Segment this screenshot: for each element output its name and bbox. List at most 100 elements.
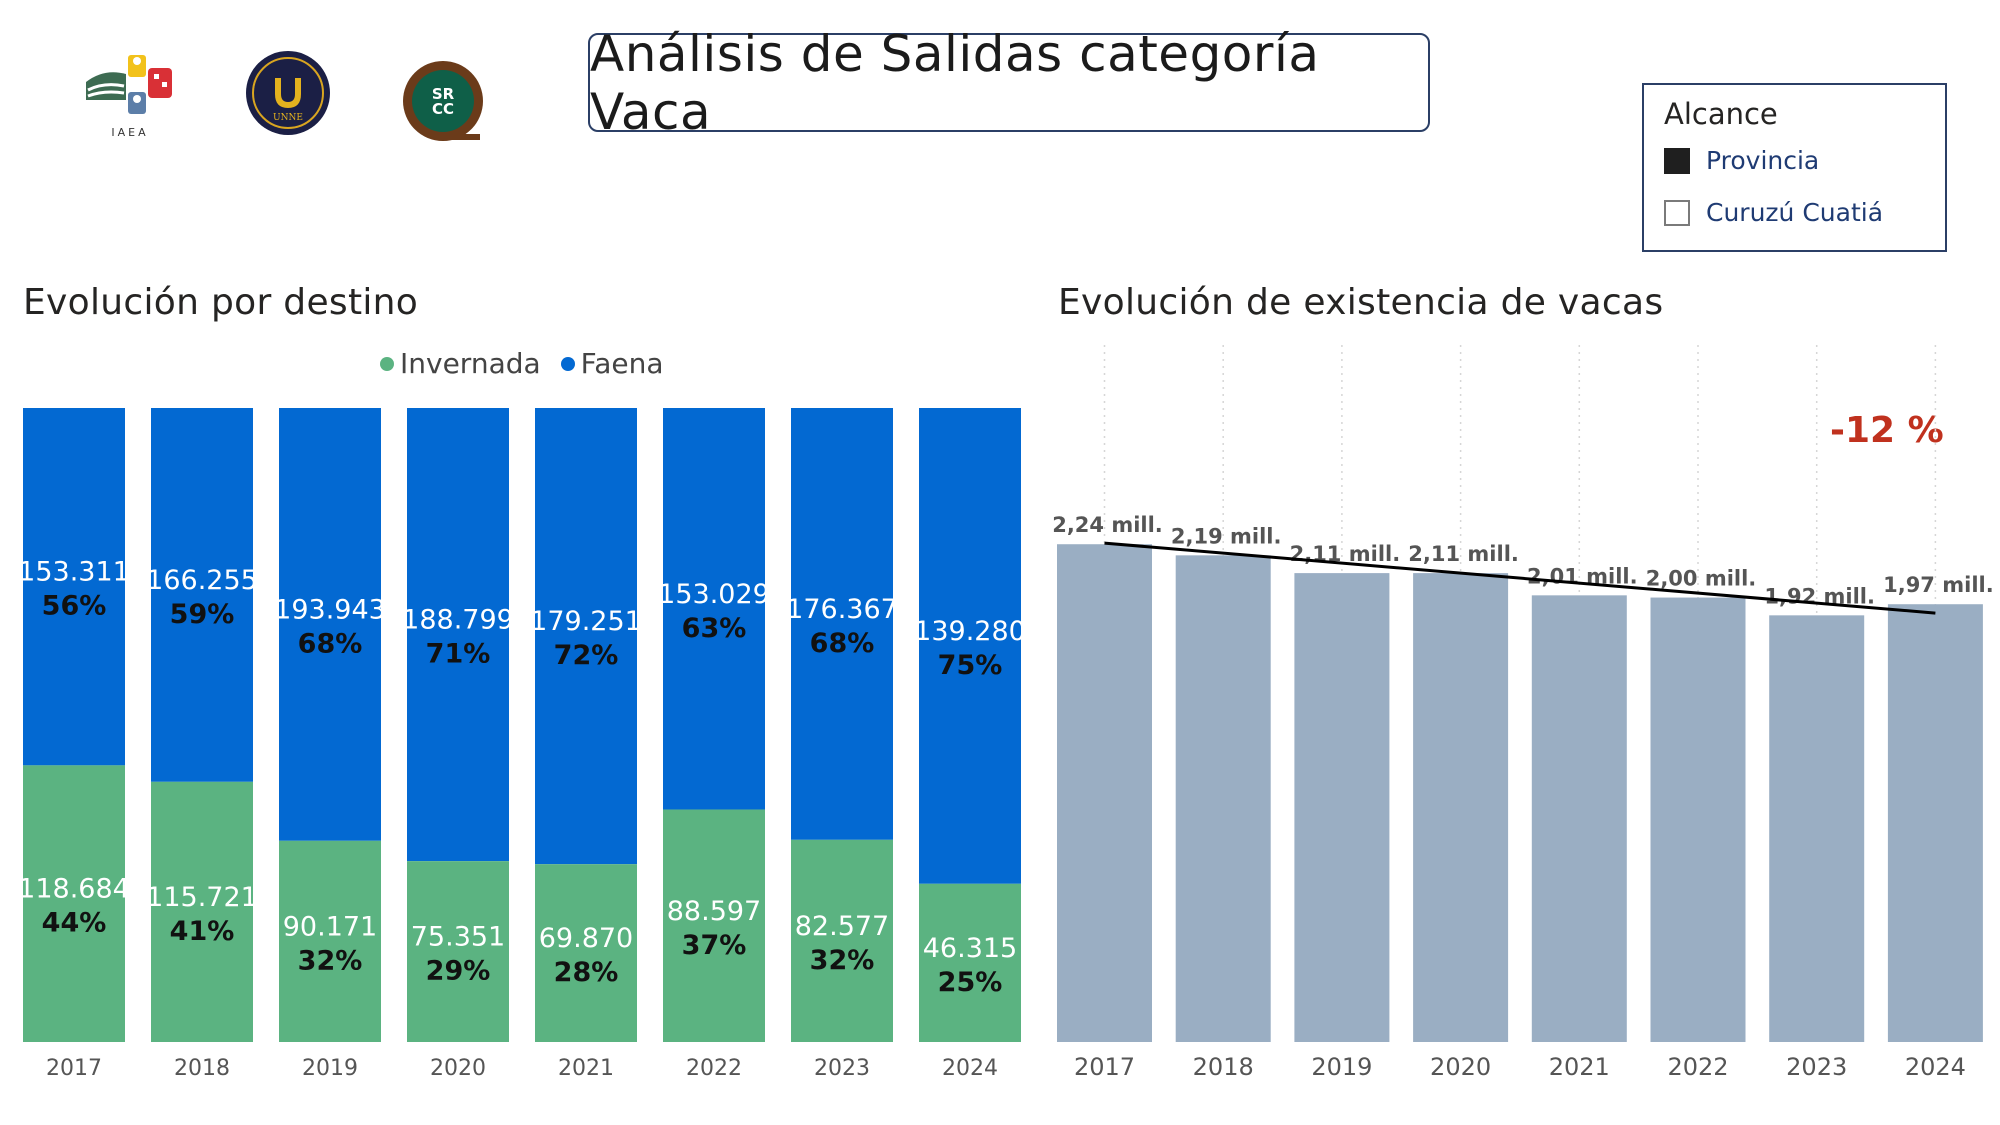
- chart-legend: Invernada Faena: [380, 347, 683, 380]
- data-label-invernada-percent: 32%: [298, 945, 363, 976]
- data-label-existencia: 2,24 mill.: [1052, 513, 1163, 537]
- data-label-invernada-percent: 32%: [810, 945, 875, 976]
- data-label-existencia: 1,97 mill.: [1883, 573, 1994, 597]
- x-tick-label: 2019: [302, 1056, 358, 1081]
- bar-invernada: [407, 861, 509, 1042]
- data-label-invernada-percent: 37%: [682, 930, 747, 961]
- x-tick-label: 2024: [1905, 1053, 1966, 1081]
- bar-faena: [279, 408, 381, 841]
- bar-existencia: [1769, 615, 1865, 1042]
- data-label-existencia: 2,00 mill.: [1646, 567, 1757, 591]
- slicer-option-label: Curuzú Cuatiá: [1706, 198, 1884, 227]
- legend-label: Invernada: [400, 347, 541, 380]
- x-tick-label: 2018: [1193, 1053, 1254, 1081]
- bar-faena: [791, 408, 893, 840]
- data-label-faena-percent: 72%: [554, 640, 619, 671]
- x-tick-label: 2020: [1430, 1053, 1491, 1081]
- change-annotation: -12 %: [1830, 410, 1944, 451]
- data-label-invernada-value: 69.870: [539, 923, 633, 954]
- bar-faena: [23, 408, 125, 766]
- checkbox-unchecked[interactable]: [1664, 199, 1690, 226]
- scope-slicer: Alcance Provincia Curuzú Cuatiá: [1642, 83, 1947, 252]
- x-tick-label: 2017: [46, 1056, 102, 1081]
- legend-item-invernada[interactable]: Invernada: [380, 347, 541, 380]
- data-label-faena-percent: 68%: [298, 628, 363, 659]
- x-tick-label: 2022: [686, 1056, 742, 1081]
- data-label-invernada-value: 46.315: [923, 933, 1017, 964]
- legend-dot-invernada: [380, 356, 394, 371]
- iaea-logo: IAEA: [86, 55, 172, 139]
- unne-seal: UNNE: [246, 51, 330, 135]
- bar-existencia: [1531, 595, 1627, 1042]
- x-tick-label: 2022: [1667, 1053, 1728, 1081]
- x-tick-label: 2018: [174, 1056, 230, 1081]
- data-label-invernada-value: 90.171: [283, 911, 377, 942]
- svg-text:IAEA: IAEA: [111, 126, 148, 139]
- data-label-faena-value: 139.280: [914, 616, 1026, 647]
- checkbox-checked[interactable]: [1664, 147, 1690, 174]
- x-tick-label: 2021: [558, 1056, 614, 1081]
- data-label-faena-value: 179.251: [530, 606, 642, 637]
- bar-faena: [919, 408, 1021, 884]
- data-label-invernada-percent: 25%: [938, 967, 1003, 998]
- x-tick-label: 2019: [1311, 1053, 1372, 1081]
- data-label-faena-value: 153.311: [18, 557, 130, 588]
- data-label-faena-value: 188.799: [402, 605, 514, 636]
- data-label-faena-percent: 59%: [170, 599, 235, 630]
- bar-faena: [535, 408, 637, 865]
- srcc-logo: SR CC: [403, 61, 483, 141]
- bar-invernada: [23, 765, 125, 1042]
- x-tick-label: 2020: [430, 1056, 486, 1081]
- data-label-invernada-value: 115.721: [146, 882, 258, 913]
- data-label-faena-value: 166.255: [146, 565, 258, 596]
- bar-invernada: [279, 840, 381, 1042]
- bar-existencia: [1650, 597, 1746, 1042]
- data-label-invernada-value: 82.577: [795, 911, 889, 942]
- chart-title-destino: Evolución por destino: [23, 282, 419, 323]
- data-label-invernada-value: 118.684: [18, 874, 130, 905]
- chart-title-existencia: Evolución de existencia de vacas: [1058, 282, 1664, 323]
- bar-existencia: [1887, 604, 1983, 1042]
- slicer-title: Alcance: [1664, 97, 1778, 131]
- page-title: Análisis de Salidas categoría Vaca: [588, 25, 1430, 141]
- bar-invernada: [535, 864, 637, 1042]
- bar-invernada: [791, 839, 893, 1042]
- data-label-invernada-value: 88.597: [667, 896, 761, 927]
- data-label-faena-percent: 68%: [810, 628, 875, 659]
- data-label-existencia: 2,11 mill.: [1408, 542, 1519, 566]
- x-tick-label: 2024: [942, 1056, 998, 1081]
- bar-invernada: [663, 809, 765, 1042]
- slicer-option-provincia[interactable]: Provincia: [1664, 146, 1819, 175]
- bar-existencia: [1057, 544, 1152, 1042]
- data-label-invernada-value: 75.351: [411, 922, 505, 953]
- legend-dot-faena: [560, 356, 575, 371]
- bar-faena: [407, 408, 509, 862]
- data-label-faena-percent: 63%: [682, 613, 747, 644]
- legend-item-faena[interactable]: Faena: [560, 347, 664, 380]
- bar-invernada: [151, 781, 253, 1042]
- bar-faena: [151, 408, 253, 782]
- data-label-faena-value: 176.367: [786, 594, 898, 625]
- x-tick-label: 2017: [1074, 1053, 1135, 1081]
- bar-faena: [663, 408, 765, 810]
- trend-line: [1104, 541, 1936, 615]
- svg-text:SR: SR: [432, 85, 455, 103]
- svg-text:CC: CC: [432, 100, 454, 118]
- data-label-faena-percent: 71%: [426, 639, 491, 670]
- legend-label: Faena: [580, 347, 664, 380]
- slicer-option-curuzu-cuatia[interactable]: Curuzú Cuatiá: [1664, 198, 1883, 227]
- data-label-faena-value: 153.029: [658, 579, 770, 610]
- bar-existencia: [1175, 555, 1271, 1042]
- data-label-faena-value: 193.943: [274, 594, 386, 625]
- data-label-invernada-percent: 29%: [426, 956, 491, 987]
- bar-invernada: [919, 883, 1021, 1042]
- bar-existencia: [1413, 573, 1509, 1042]
- data-label-invernada-percent: 28%: [554, 957, 619, 988]
- data-label-invernada-percent: 41%: [170, 916, 235, 947]
- svg-text:UNNE: UNNE: [273, 113, 303, 123]
- bar-existencia: [1294, 573, 1390, 1042]
- data-label-existencia: 2,19 mill.: [1171, 524, 1282, 548]
- data-label-invernada-percent: 44%: [42, 908, 107, 939]
- slicer-option-label: Provincia: [1706, 146, 1820, 175]
